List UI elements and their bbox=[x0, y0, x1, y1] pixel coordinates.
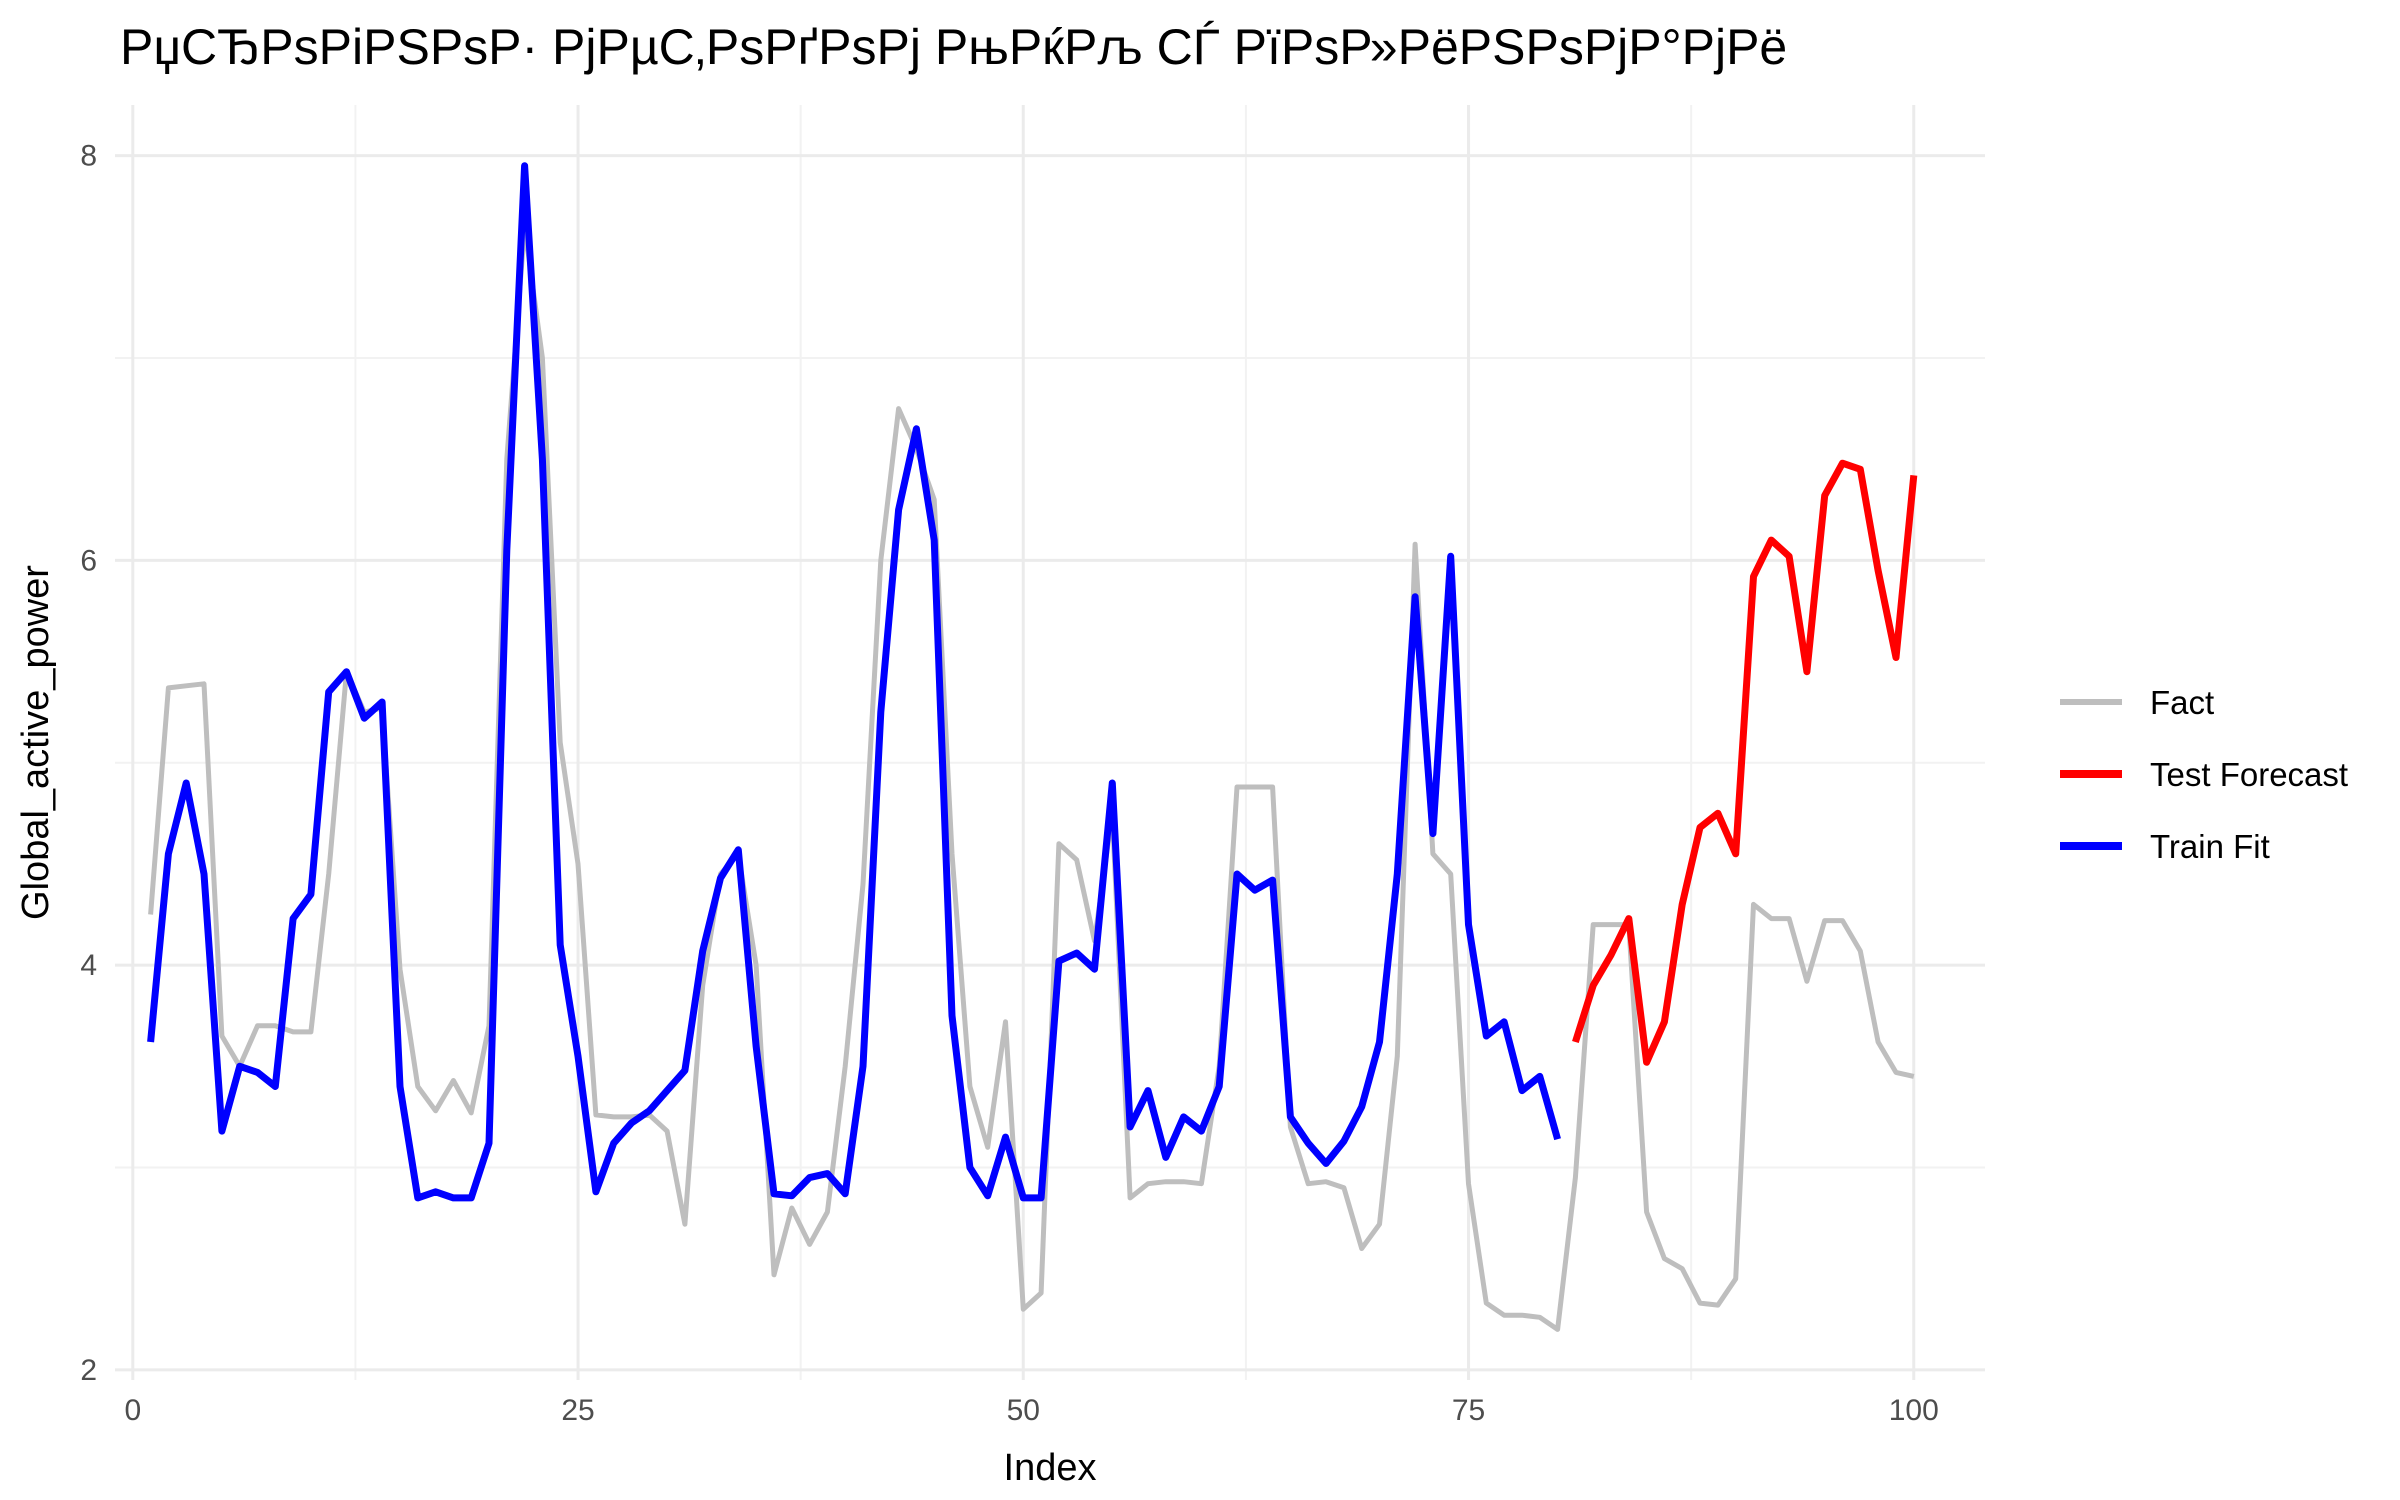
series-line-train-fit bbox=[147, 162, 1561, 1202]
chart-title: РџСЂРѕРіРЅРѕР· РјРµС‚РѕРґРѕРј РњРќРљ СЃ … bbox=[120, 19, 1788, 75]
series-line-test-forecast bbox=[1572, 459, 1918, 1066]
series-line-fact bbox=[148, 223, 1915, 1332]
series-lines bbox=[147, 162, 1918, 1332]
legend: Fact Test Forecast Train Fit bbox=[2060, 684, 2348, 865]
x-tick-label: 50 bbox=[1007, 1394, 1040, 1427]
y-axis-title: Global_active_power bbox=[15, 565, 57, 920]
x-tick-label: 0 bbox=[124, 1394, 141, 1427]
grid bbox=[115, 105, 1985, 1380]
y-tick-label: 6 bbox=[80, 544, 97, 577]
y-tick-label: 4 bbox=[80, 949, 97, 982]
y-tick-label: 8 bbox=[80, 140, 97, 173]
x-axis-title: Index bbox=[1004, 1447, 1097, 1489]
y-tick-label: 2 bbox=[80, 1354, 97, 1387]
x-tick-label: 100 bbox=[1889, 1394, 1939, 1427]
legend-label: Train Fit bbox=[2150, 828, 2270, 865]
legend-label: Test Forecast bbox=[2150, 756, 2348, 793]
axes: 0 25 50 75 100 2 4 6 8 Index Global_active_power bbox=[15, 140, 1939, 1489]
x-tick-label: 75 bbox=[1452, 1394, 1485, 1427]
x-tick-label: 25 bbox=[561, 1394, 594, 1427]
legend-label: Fact bbox=[2150, 684, 2214, 721]
